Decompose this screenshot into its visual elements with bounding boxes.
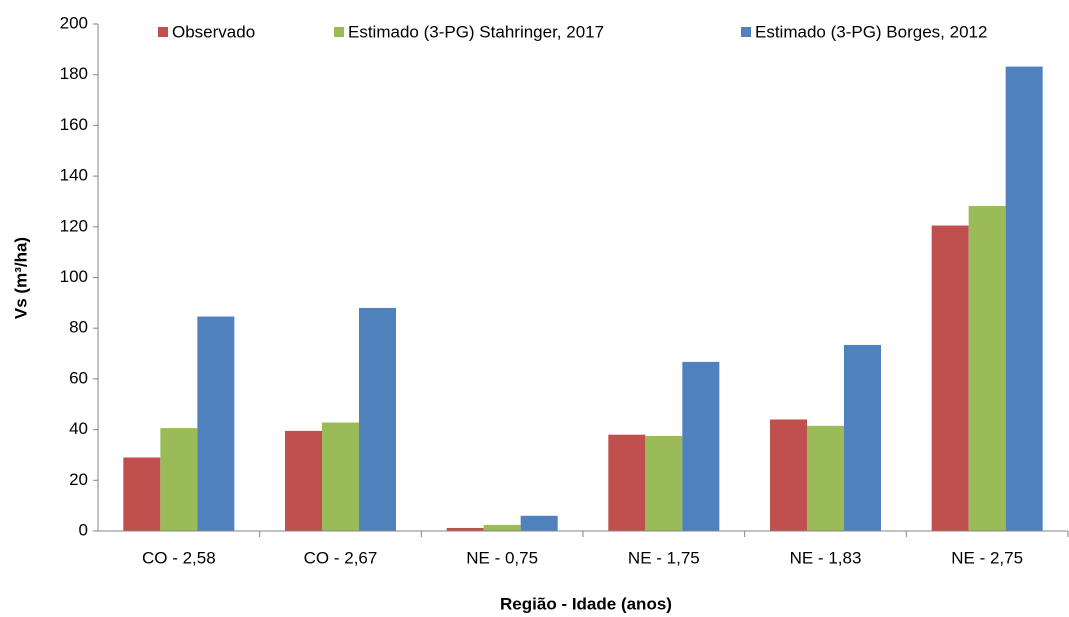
legend-label: Estimado (3-PG) Borges, 2012 xyxy=(755,22,987,41)
y-tick-label: 140 xyxy=(60,166,88,185)
bar xyxy=(770,419,807,531)
x-tick-label: CO - 2,58 xyxy=(142,548,216,567)
bar xyxy=(446,527,484,531)
bar xyxy=(844,344,881,531)
bar xyxy=(645,435,683,531)
y-tick-label: 0 xyxy=(79,520,88,539)
x-tick-label: NE - 2,75 xyxy=(951,548,1023,567)
bar xyxy=(285,430,322,531)
x-axis-label: Região - Idade (anos) xyxy=(500,594,672,613)
bar xyxy=(608,434,646,531)
bar xyxy=(197,316,235,531)
y-tick-label: 80 xyxy=(69,318,88,337)
y-tick-label: 40 xyxy=(69,419,88,438)
x-tick-label: NE - 0,75 xyxy=(466,548,538,567)
bar xyxy=(359,307,396,531)
y-tick-label: 100 xyxy=(60,267,88,286)
bar xyxy=(968,206,1006,531)
y-tick-label: 200 xyxy=(60,13,88,32)
bar xyxy=(160,428,198,531)
x-tick-label: CO - 2,67 xyxy=(304,548,378,567)
bar xyxy=(483,524,521,531)
legend-swatch xyxy=(158,27,168,37)
y-tick-label: 60 xyxy=(69,368,88,387)
bar xyxy=(807,425,844,531)
bar xyxy=(931,225,969,531)
legend-label: Observado xyxy=(172,22,255,41)
bar xyxy=(1005,66,1043,531)
y-tick-label: 160 xyxy=(60,115,88,134)
x-tick-label: NE - 1,75 xyxy=(628,548,700,567)
x-tick-label: NE - 1,83 xyxy=(790,548,862,567)
legend-label: Estimado (3-PG) Stahringer, 2017 xyxy=(348,22,604,41)
y-tick-label: 20 xyxy=(69,470,88,489)
legend-swatch xyxy=(741,27,751,37)
bar xyxy=(682,361,720,531)
bar xyxy=(322,422,359,531)
bar xyxy=(520,515,558,531)
legend-swatch xyxy=(334,27,344,37)
y-tick-label: 120 xyxy=(60,216,88,235)
bar xyxy=(123,457,161,531)
y-axis-label: Vs (m³/ha) xyxy=(11,237,30,319)
y-tick-label: 180 xyxy=(60,64,88,83)
